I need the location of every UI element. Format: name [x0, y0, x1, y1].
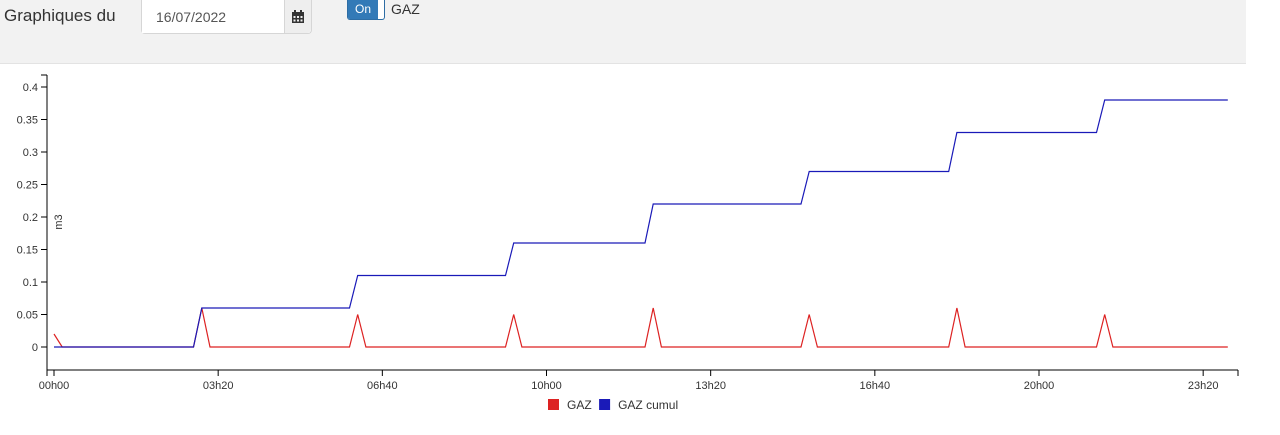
legend-label-gaz: GAZ	[567, 398, 592, 412]
x-tick-label: 10h00	[531, 380, 562, 392]
x-tick-label: 06h40	[367, 380, 398, 392]
x-tick-label: 20h00	[1024, 380, 1055, 392]
y-axis-label: m3	[53, 214, 65, 229]
legend-swatch-gaz	[548, 399, 559, 410]
toggle-text: GAZ	[391, 1, 420, 17]
y-tick-label: 0.2	[23, 212, 38, 224]
calendar-icon	[292, 9, 304, 23]
legend-label-gaz-cumul: GAZ cumul	[618, 398, 678, 412]
toggle-on-label: On	[348, 0, 379, 19]
y-tick-label: 0.1	[23, 277, 38, 289]
x-tick-label: 13h20	[695, 380, 726, 392]
gaz-toggle[interactable]: On	[347, 0, 385, 20]
y-tick-label: 0.25	[17, 180, 38, 192]
date-input[interactable]	[142, 0, 284, 33]
toolbar: Graphiques du On GAZ	[0, 0, 1246, 64]
gas-chart: 0 0.05 0.1 0.15 0.2 0.25 0.3 0.35 0.4 m3 00h00 03h2…	[17, 74, 1239, 412]
calendar-button[interactable]	[284, 0, 311, 33]
legend-swatch-gaz-cumul	[599, 399, 611, 410]
series-line-gaz	[53, 307, 1228, 348]
x-tick-label: 03h20	[203, 380, 234, 392]
y-tick-label: 0.15	[17, 245, 38, 257]
date-label: Graphiques du	[4, 6, 116, 25]
x-tick-label: 00h00	[39, 380, 70, 392]
y-tick-label: 0.4	[23, 82, 38, 94]
y-tick-label: 0.3	[23, 147, 38, 159]
date-picker	[141, 0, 312, 34]
y-tick-label: 0.35	[17, 115, 38, 127]
y-tick-label: 0.05	[17, 310, 38, 322]
series-line-gaz-cumul	[54, 99, 1228, 348]
y-tick-label: 0	[32, 342, 38, 354]
x-tick-label: 16h40	[860, 380, 891, 392]
x-tick-label: 23h20	[1188, 380, 1219, 392]
